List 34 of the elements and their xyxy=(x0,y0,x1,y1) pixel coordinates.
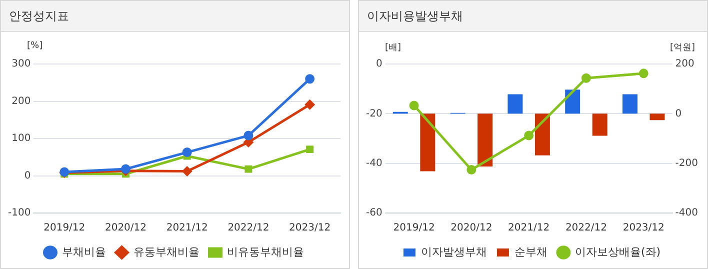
x-tick-label: 2020/12 xyxy=(104,222,147,234)
legend-label: 부채비율 xyxy=(62,245,106,258)
x-tick-label: 2023/12 xyxy=(622,222,664,234)
y-tick-label: -60 xyxy=(366,208,382,219)
x-tick-label: 2022/12 xyxy=(228,222,270,234)
y2-tick-label: 200 xyxy=(675,58,694,70)
y-tick-label: 0 xyxy=(376,58,382,70)
x-tick-label: 2021/12 xyxy=(508,222,550,234)
y2-tick-label: -400 xyxy=(675,208,698,219)
legend-label: 유동부채비율 xyxy=(133,245,200,258)
y-tick-label: 0 xyxy=(24,170,31,182)
x-tick-label: 2023/12 xyxy=(289,222,331,234)
x-tick-label: 2021/12 xyxy=(166,222,208,234)
y-tick-label: 300 xyxy=(12,58,31,70)
y-tick-label: 200 xyxy=(12,96,31,107)
x-tick-label: 2019/12 xyxy=(393,222,435,234)
legend-label: 비유동부채비율 xyxy=(226,245,304,258)
y-tick-label: 100 xyxy=(12,133,31,144)
x-tick-label: 2020/12 xyxy=(450,222,492,234)
legend-label: 순부채 xyxy=(514,245,548,258)
legend-label: 이자보상배율(좌) xyxy=(574,245,661,258)
y-tick-label: -40 xyxy=(366,158,382,169)
y-tick-label: -20 xyxy=(366,108,382,120)
chart-title: 안정성지표 xyxy=(1,1,349,32)
x-tick-label: 2022/12 xyxy=(565,222,607,234)
y-axis-title: [배] xyxy=(385,42,402,54)
y2-tick-label: 0 xyxy=(675,108,682,120)
legend-label: 이자발생부채 xyxy=(420,245,487,258)
y2-tick-label: -200 xyxy=(675,158,698,169)
x-tick-label: 2019/12 xyxy=(44,222,86,234)
y-axis-title: [%] xyxy=(27,41,43,51)
y2-axis-title: [억원] xyxy=(670,42,695,54)
y-tick-label: -100 xyxy=(8,208,31,219)
chart-title: 이자비용발생부채 xyxy=(359,1,707,32)
